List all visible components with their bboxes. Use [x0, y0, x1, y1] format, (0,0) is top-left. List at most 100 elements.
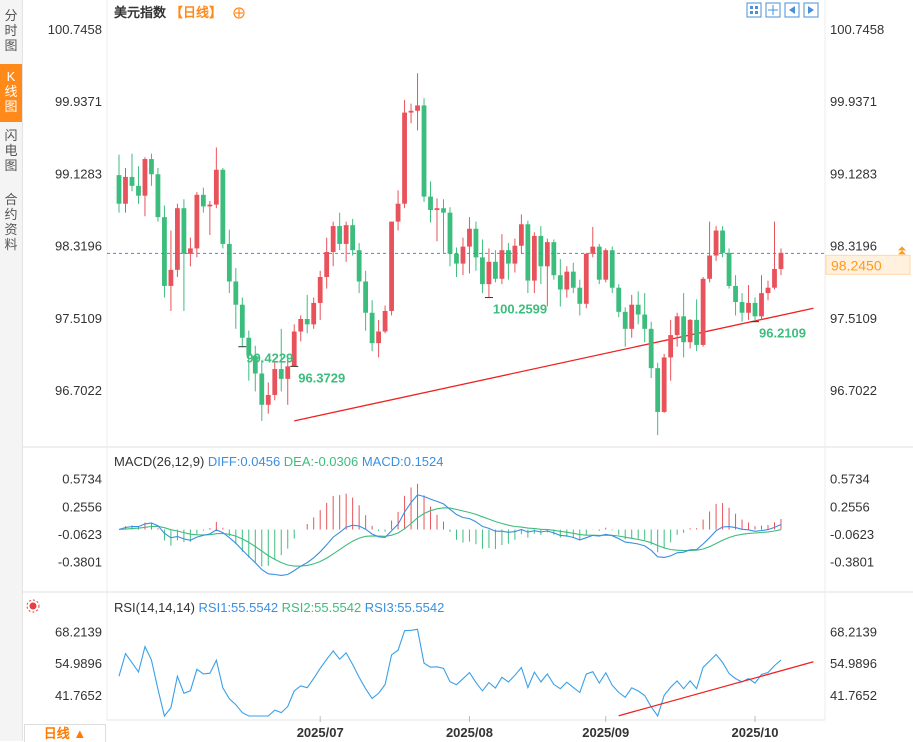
rsi-trend	[618, 661, 814, 717]
split-icon[interactable]	[765, 2, 781, 18]
candlesticks	[116, 73, 784, 436]
instrument-title: 美元指数	[114, 5, 167, 20]
candle-body	[272, 369, 278, 395]
candle-body	[298, 319, 304, 332]
candle-body	[655, 368, 661, 412]
candle-body	[700, 278, 706, 345]
candle-body	[713, 230, 719, 256]
macd-tick-label: -0.3801	[58, 555, 102, 570]
candle-body	[538, 235, 544, 267]
price-tick-label: 100.7458	[830, 22, 884, 37]
candle-body	[246, 337, 252, 356]
candle-body	[778, 252, 784, 269]
macd-tick-label: 0.5734	[62, 472, 102, 487]
candle-body	[622, 311, 628, 329]
candle-body	[369, 312, 375, 344]
prev-icon[interactable]	[784, 2, 800, 18]
candle-body	[531, 235, 537, 281]
price-tick-label: 96.7022	[55, 383, 102, 398]
macd-legend-item: DEA:-0.0306	[284, 454, 362, 469]
candle-body	[759, 293, 764, 317]
rsi-tick-label: 41.7652	[55, 688, 102, 703]
dea-line	[118, 507, 782, 567]
add-icon[interactable]	[233, 7, 245, 19]
grid-icon[interactable]	[746, 2, 762, 18]
macd-tick-label: 0.2556	[62, 499, 102, 514]
low-price-label: 96.2109	[759, 326, 806, 341]
rsi-title: RSI(14,14,14)	[114, 600, 199, 615]
tab-flash[interactable]: 闪电图	[4, 128, 18, 173]
candle-body	[746, 302, 751, 313]
candle-body	[317, 277, 323, 303]
candle-body	[518, 224, 524, 246]
candle-body	[648, 328, 654, 369]
rsi-tick-label: 54.9896	[830, 656, 877, 671]
candle-body	[149, 159, 154, 175]
candle-body	[544, 242, 550, 267]
candle-body	[252, 355, 258, 374]
candle-body	[421, 105, 427, 197]
price-tick-label: 97.5109	[830, 311, 877, 326]
scroll-up-icon	[898, 246, 906, 255]
candle-body	[233, 281, 239, 305]
candle-body	[512, 245, 518, 264]
price-tick-label: 100.7458	[48, 22, 102, 37]
candle-body	[596, 246, 602, 280]
tab-timeshare[interactable]: 分时图	[4, 8, 18, 53]
candle-body	[330, 226, 336, 252]
candle-body	[557, 275, 563, 290]
candle-body	[207, 204, 213, 207]
price-annotations: 99.4229 100.2599 96.3729 96.2109	[238, 297, 806, 385]
candle-body	[752, 302, 758, 317]
period-select-button[interactable]: 日线 ▲	[24, 724, 106, 742]
candle-body	[356, 250, 362, 282]
settings-icon[interactable]	[26, 599, 40, 613]
low-price-label: 99.4229	[246, 351, 293, 366]
candle-body	[428, 196, 433, 210]
candle-body	[720, 230, 725, 253]
price-tick-label: 97.5109	[55, 311, 102, 326]
tab-contract-info[interactable]: 合约资料	[4, 192, 18, 252]
next-icon[interactable]	[803, 2, 819, 18]
candle-body	[441, 208, 446, 213]
rsi-axis-right: 68.2139 54.9896 41.7652	[830, 624, 877, 703]
candle-body	[168, 269, 174, 286]
chart-area: 美元指数 【日线】 100.7458 99.9371 99.1283 98.3196 9…	[22, 0, 913, 740]
macd-histogram	[124, 483, 782, 567]
x-axis: 2025/07 2025/08 2025/09 2025/10	[297, 716, 779, 740]
candle-body	[129, 176, 135, 186]
rsi-tick-label: 68.2139	[55, 624, 102, 639]
candle-body	[382, 310, 388, 332]
last-price-label: 98.2450	[831, 257, 882, 273]
macd-tick-label: -0.0623	[830, 527, 874, 542]
period-label: 【日线】	[170, 5, 222, 20]
candle-body	[408, 110, 414, 113]
candle-body	[200, 194, 206, 207]
candle-body	[116, 175, 122, 204]
candle-body	[473, 228, 479, 258]
macd-lines	[118, 494, 782, 576]
macd-tick-label: -0.3801	[830, 555, 874, 570]
rsi-legend-item: RSI3:55.5542	[365, 600, 445, 615]
candle-body	[389, 221, 394, 311]
candle-body	[376, 331, 381, 344]
x-tick-label: 2025/10	[732, 725, 779, 740]
candle-body	[155, 174, 161, 218]
last-price-box	[825, 254, 911, 275]
candle-body	[609, 250, 615, 288]
macd-legend-item: MACD:0.1524	[362, 454, 444, 469]
candle-body	[525, 224, 531, 281]
rsi-tick-label: 41.7652	[830, 688, 877, 703]
candle-body	[278, 369, 284, 379]
rsi-axis-left: 68.2139 54.9896 41.7652	[55, 624, 102, 703]
price-tick-label: 98.3196	[830, 239, 877, 254]
candle-body	[136, 185, 141, 196]
candle-body	[467, 228, 472, 247]
candle-body	[265, 394, 271, 405]
candle-body	[402, 112, 407, 204]
candle-body	[590, 246, 596, 254]
price-tick-label: 99.1283	[55, 166, 102, 181]
candle-body	[337, 226, 343, 244]
